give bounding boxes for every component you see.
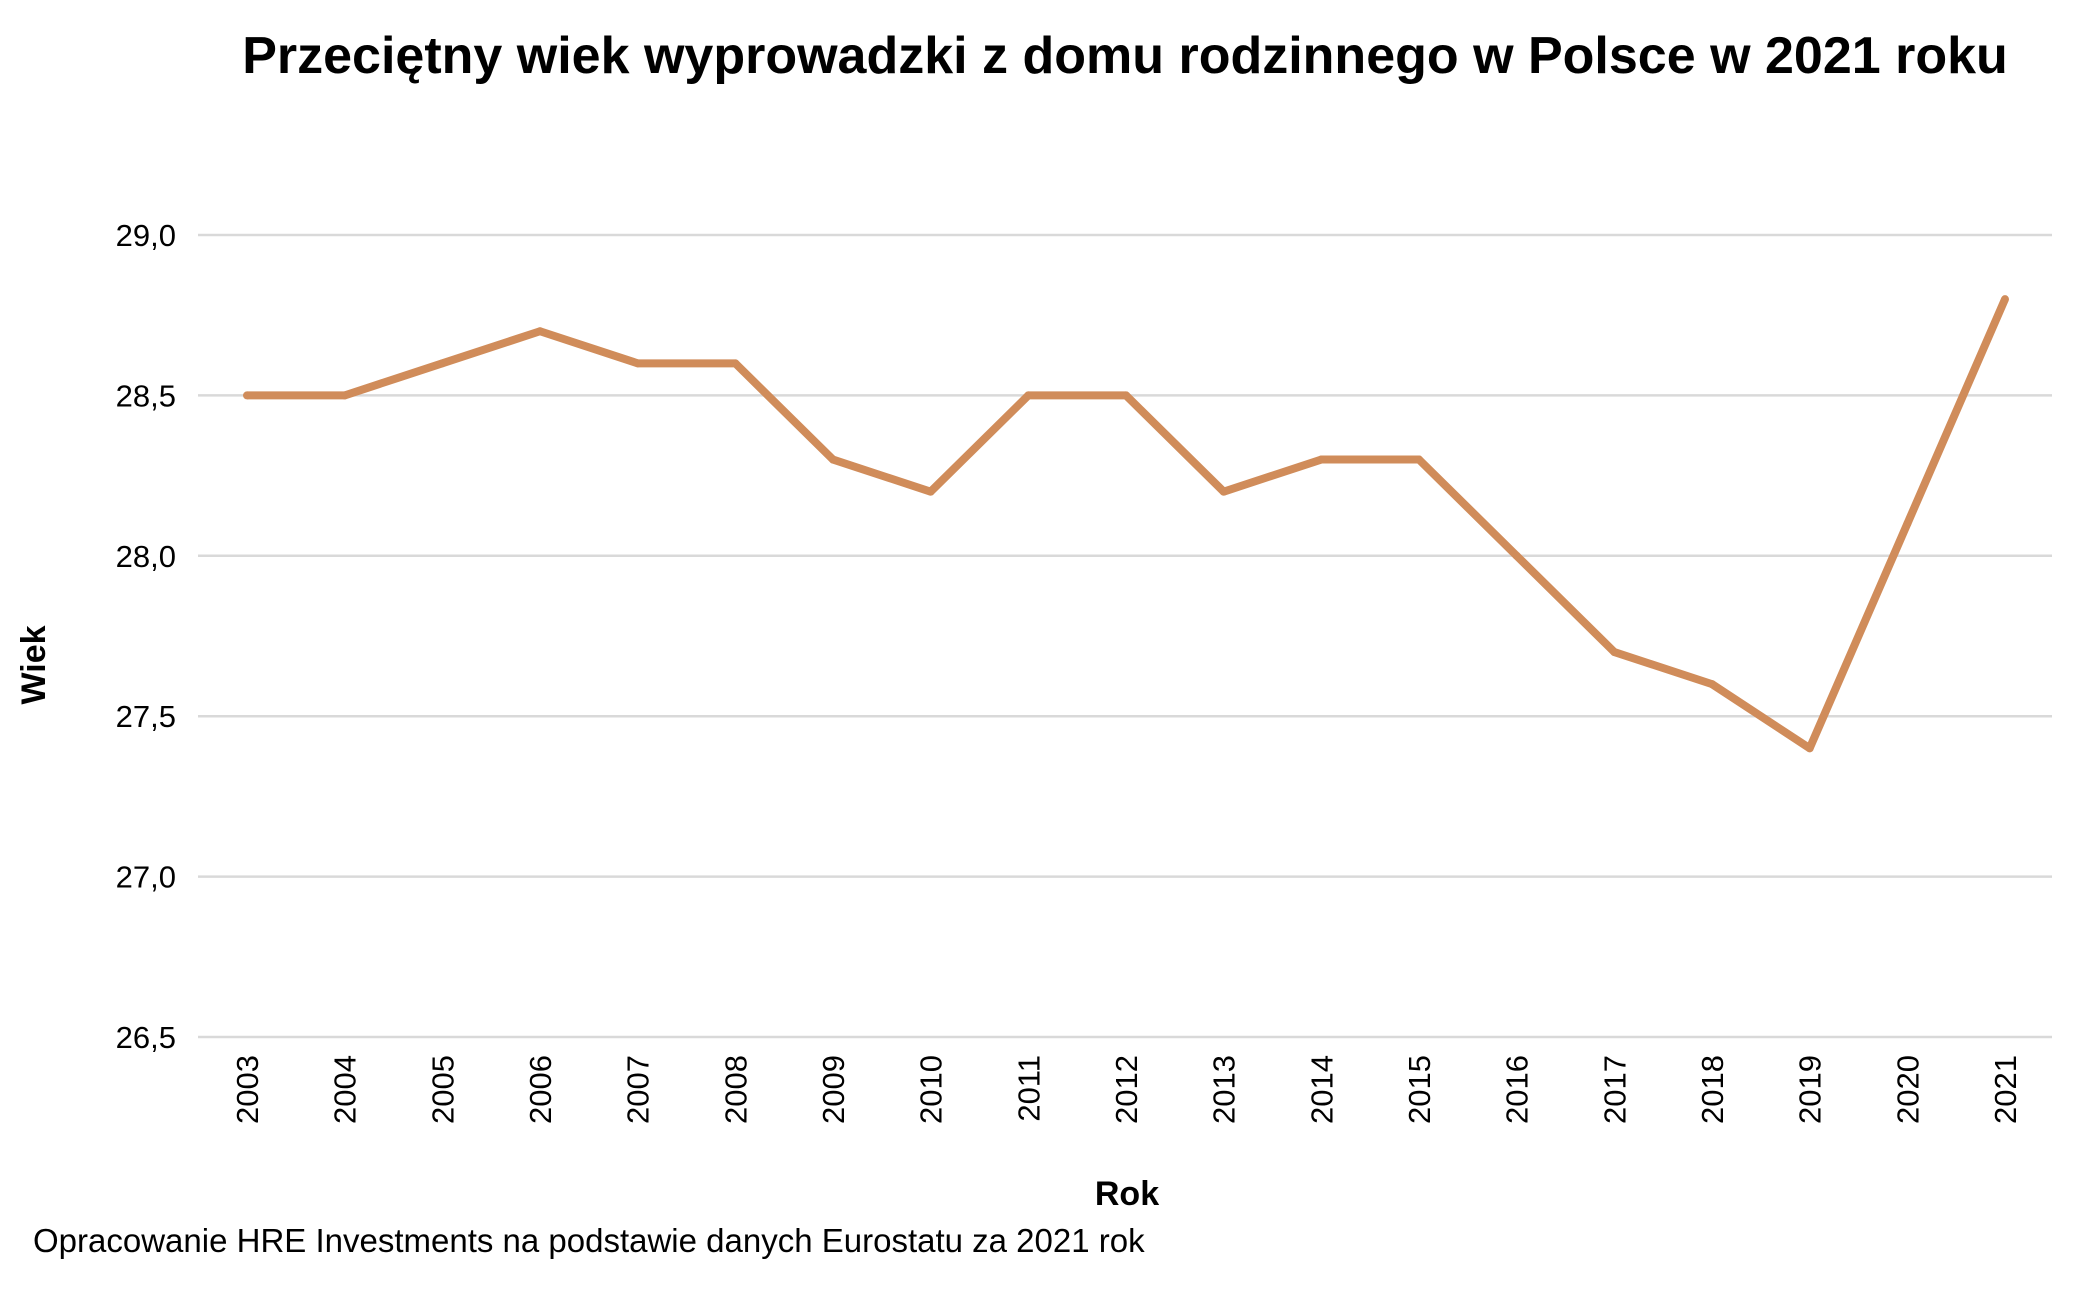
- data-point: [438, 359, 447, 368]
- source-footnote: Opracowanie HRE Investments na podstawie…: [33, 1222, 1145, 1259]
- x-tick-label: 2007: [621, 1055, 656, 1124]
- data-point: [633, 359, 642, 368]
- y-axis-ticks: 26,5 27,0 27,5 28,0 28,5 29,0: [116, 218, 176, 1055]
- data-point: [1708, 680, 1716, 689]
- data-point: [243, 391, 251, 400]
- y-tick-label: 27,5: [116, 699, 176, 734]
- x-axis-label: Rok: [1095, 1175, 1159, 1213]
- x-tick-label: 2018: [1695, 1055, 1730, 1124]
- data-point: [1903, 519, 1912, 528]
- x-tick-label: 2005: [425, 1055, 460, 1124]
- x-axis-ticks: 2003 2004 2005 2006 2007 2008 2009 2010 2011 2012…: [230, 1055, 2023, 1124]
- x-tick-label: 2004: [328, 1055, 363, 1124]
- data-point: [1805, 744, 1814, 753]
- y-tick-label: 28,0: [116, 539, 176, 574]
- series-line: [247, 297, 2009, 753]
- x-tick-label: 2017: [1597, 1055, 1632, 1124]
- x-tick-label: 2015: [1402, 1055, 1437, 1124]
- data-point: [536, 327, 544, 336]
- data-point: [1512, 551, 1521, 560]
- x-tick-label: 2014: [1304, 1055, 1339, 1124]
- data-point: [1610, 648, 1619, 657]
- data-point: [731, 359, 740, 368]
- x-tick-label: 2006: [523, 1055, 558, 1124]
- y-tick-label: 26,5: [116, 1020, 176, 1055]
- data-point: [340, 391, 349, 400]
- x-tick-label: 2020: [1890, 1055, 1925, 1124]
- x-tick-label: 2008: [718, 1055, 753, 1124]
- chart-title: Przeciętny wiek wyprowadzki z domu rodzi…: [242, 27, 2008, 85]
- data-point: [2001, 295, 2009, 304]
- x-tick-label: 2011: [1011, 1055, 1046, 1122]
- series-layer: [243, 295, 2009, 753]
- x-tick-label: 2016: [1500, 1055, 1535, 1124]
- gridlines: [198, 233, 2052, 1039]
- y-tick-label: 29,0: [116, 218, 176, 253]
- data-point: [1122, 391, 1130, 400]
- data-point: [1219, 487, 1228, 496]
- x-tick-label: 2013: [1207, 1055, 1242, 1124]
- x-tick-label: 2019: [1793, 1055, 1828, 1124]
- x-tick-label: 2012: [1109, 1055, 1144, 1124]
- x-tick-label: 2003: [230, 1055, 265, 1124]
- x-tick-label: 2010: [914, 1055, 949, 1124]
- x-tick-label: 2021: [1988, 1055, 2023, 1124]
- data-point: [926, 487, 935, 496]
- data-point: [1024, 391, 1033, 400]
- data-point: [829, 455, 837, 464]
- data-point: [1317, 455, 1326, 464]
- y-axis-label: Wiek: [15, 625, 53, 704]
- x-tick-label: 2009: [816, 1055, 851, 1124]
- data-point: [1415, 455, 1423, 464]
- y-tick-label: 28,5: [116, 378, 176, 413]
- y-tick-label: 27,0: [116, 860, 176, 895]
